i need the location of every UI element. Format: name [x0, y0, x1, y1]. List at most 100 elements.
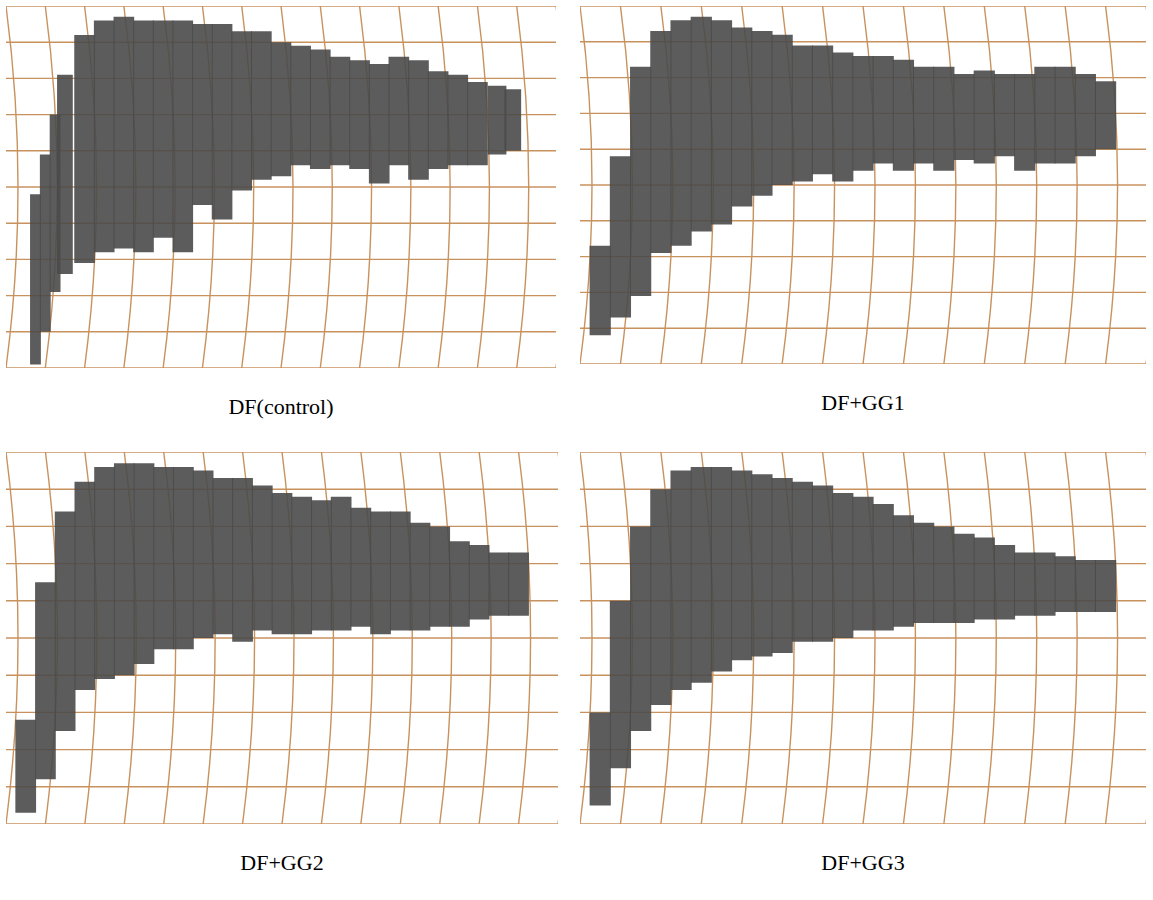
grid-line-h [6, 295, 556, 296]
trace-stroke [1095, 560, 1116, 612]
panel-title: DF+GG3 [821, 850, 904, 875]
grid [6, 6, 556, 368]
trace-stroke [350, 508, 371, 627]
trace-stroke [193, 471, 214, 638]
trace-stroke [650, 31, 671, 253]
trace-stroke [467, 82, 488, 165]
trace-stroke [913, 67, 934, 164]
trace-stroke [994, 74, 1015, 156]
grid-line-v [438, 6, 450, 368]
panel-title: DF+GG1 [821, 390, 904, 415]
trace-stroke [731, 27, 752, 206]
trace-stroke [447, 75, 468, 166]
trace-stroke [331, 497, 352, 631]
trace-stroke [114, 17, 135, 249]
grid-line-v [1106, 6, 1118, 364]
trace-stroke [711, 467, 732, 672]
trace-stroke [1034, 67, 1055, 164]
trace-stroke [429, 526, 450, 626]
trace-stroke [711, 20, 732, 224]
trace-stroke [57, 75, 73, 274]
trace-stroke [74, 482, 95, 690]
trace-stroke [74, 35, 95, 263]
grid-line-v [1025, 452, 1037, 824]
trace-stroke [974, 538, 995, 620]
trace-stroke [408, 60, 429, 179]
panel: DF+GG3 [580, 452, 1153, 875]
grid-line-v [360, 6, 372, 368]
trace-stroke [153, 467, 174, 649]
grid-line-v [400, 452, 412, 824]
grid-line-v [984, 6, 996, 364]
trace-stroke [1034, 552, 1055, 615]
trace-stroke [1075, 74, 1096, 156]
trace-stroke [1055, 556, 1076, 612]
trace-stroke [772, 35, 793, 185]
trace-stroke [192, 24, 213, 205]
panel-title: DF(control) [228, 394, 333, 419]
grid [580, 6, 1146, 364]
trace-stroke [488, 86, 507, 155]
trace [600, 467, 1105, 806]
trace-stroke [812, 485, 833, 641]
trace-stroke [428, 71, 449, 169]
trace-stroke [55, 512, 76, 731]
trace-stroke [1075, 560, 1096, 612]
trace-stroke [772, 478, 793, 653]
trace-stroke [35, 582, 56, 779]
trace-stroke [94, 467, 115, 679]
trace [26, 463, 519, 813]
trace-stroke [291, 497, 312, 635]
trace-stroke [610, 601, 631, 768]
trace-stroke [852, 497, 873, 631]
trace [600, 17, 1105, 336]
grid [580, 452, 1146, 824]
trace-stroke [913, 523, 934, 623]
trace-stroke [953, 534, 974, 623]
trace-stroke [812, 45, 833, 174]
trace-stroke [933, 526, 954, 623]
trace-stroke [15, 720, 36, 813]
grid-line-h [580, 256, 1146, 257]
grid-line-h [580, 712, 1146, 713]
trace-stroke [212, 24, 233, 219]
trace-stroke [508, 552, 529, 615]
grid-line-v [6, 6, 18, 368]
trace-stroke [232, 478, 253, 642]
trace-stroke [252, 485, 273, 630]
grid [6, 452, 558, 824]
trace-stroke [731, 471, 752, 661]
trace-stroke [670, 20, 691, 246]
trace-stroke [1095, 81, 1116, 149]
grid-line-v [984, 452, 996, 824]
trace-stroke [893, 515, 914, 627]
trace-stroke [873, 56, 894, 163]
trace-stroke [153, 20, 174, 237]
trace-stroke [590, 246, 611, 335]
trace-stroke [231, 31, 252, 190]
grid-line-h [6, 749, 558, 750]
trace-stroke [751, 474, 772, 656]
trace [35, 17, 512, 365]
trace-stroke [311, 500, 332, 630]
trace-stroke [40, 154, 51, 331]
trace-stroke [133, 20, 154, 252]
trace-stroke [349, 60, 370, 169]
trace-stroke [173, 467, 194, 649]
trace-stroke [212, 478, 233, 634]
grid-line-v [903, 452, 915, 824]
trace-stroke [691, 17, 712, 232]
trace-stroke [610, 156, 631, 317]
trace-stroke [650, 489, 671, 705]
grid-line-v [361, 452, 373, 824]
trace-stroke [974, 70, 995, 163]
trace-stroke [251, 31, 272, 179]
trace-stroke [469, 545, 490, 619]
trace-stroke [670, 471, 691, 690]
trace-stroke [134, 463, 155, 664]
trace-stroke [792, 482, 813, 642]
grid-line-v [1065, 452, 1077, 824]
trace-stroke [1014, 552, 1035, 615]
trace-stroke [832, 53, 853, 182]
trace-stroke [370, 512, 391, 635]
